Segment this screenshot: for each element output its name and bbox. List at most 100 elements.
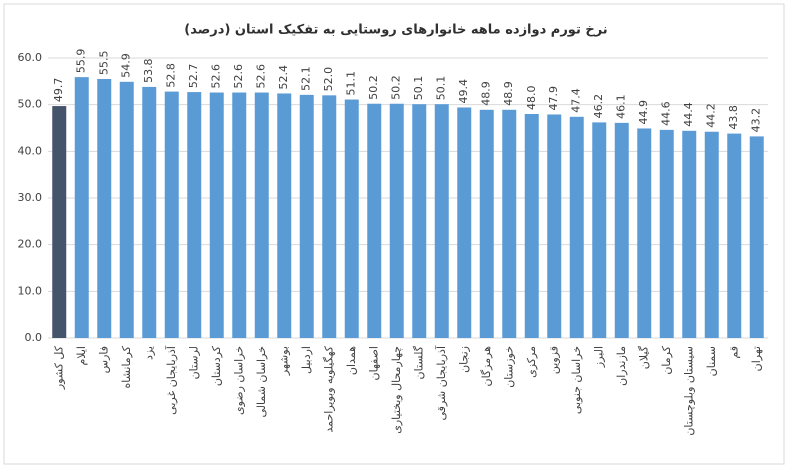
value-label: 47.9 — [547, 86, 560, 111]
value-label: 50.2 — [367, 75, 380, 100]
bar — [277, 93, 292, 338]
y-tick-label: 60.0 — [18, 51, 43, 64]
y-tick-label: 0.0 — [25, 331, 43, 344]
y-tick-label: 20.0 — [18, 238, 43, 251]
value-label: 50.1 — [435, 76, 448, 101]
value-label: 49.4 — [457, 79, 470, 104]
value-label: 44.6 — [660, 101, 673, 126]
y-tick-label: 50.0 — [18, 98, 43, 111]
x-tick-label: کردستان — [210, 345, 223, 386]
bar — [74, 77, 89, 338]
bar — [164, 91, 179, 338]
value-label: 50.1 — [412, 76, 425, 101]
value-label: 46.2 — [592, 94, 605, 119]
bar — [637, 128, 652, 338]
bar — [569, 116, 584, 338]
value-label: 43.8 — [727, 105, 740, 130]
bar — [727, 133, 742, 338]
x-tick-label: مازندران — [615, 346, 628, 386]
value-label: 55.5 — [97, 51, 110, 76]
value-label: 52.0 — [322, 67, 335, 92]
x-tick-label: گلستان — [412, 345, 425, 379]
x-tick-label: قزوین — [547, 346, 560, 374]
value-label: 50.2 — [390, 75, 403, 100]
bar — [502, 109, 517, 338]
x-tick-label: آذربایجان غربی — [164, 345, 178, 415]
y-tick-label: 30.0 — [18, 191, 43, 204]
bar — [119, 81, 134, 339]
y-tick-label: 40.0 — [18, 144, 43, 157]
bar — [232, 92, 247, 339]
value-label: 44.4 — [682, 102, 695, 127]
bar — [749, 136, 764, 338]
value-label: 48.9 — [480, 81, 493, 106]
bar — [434, 104, 449, 338]
x-tick-label: خراسان شمالی — [255, 346, 268, 418]
x-tick-label: مرکزی — [525, 346, 538, 378]
x-tick-label: قم — [727, 346, 740, 359]
value-label: 52.6 — [232, 64, 245, 89]
x-tick-label: اردبیل — [300, 346, 313, 374]
bar — [142, 86, 157, 338]
bar — [592, 122, 607, 339]
bar — [52, 106, 67, 338]
bar — [299, 94, 314, 338]
x-tick-label: فارس — [97, 346, 110, 373]
x-tick-label: البرز — [592, 346, 605, 368]
value-label: 53.8 — [142, 58, 155, 83]
value-label: 48.0 — [525, 86, 538, 111]
x-tick-label: لرستان — [187, 346, 200, 379]
bar — [97, 79, 112, 338]
x-tick-label: کل کشور — [52, 345, 65, 390]
bar — [344, 99, 359, 339]
x-tick-label: خراسان جنوبی — [570, 346, 583, 414]
value-label: 52.8 — [165, 63, 178, 88]
value-label: 52.7 — [187, 64, 200, 89]
x-tick-label: همدان — [345, 346, 358, 375]
bar — [614, 122, 629, 338]
value-label: 44.9 — [637, 100, 650, 125]
x-tick-label: کرمانشاه — [120, 345, 133, 388]
value-label: 51.1 — [345, 71, 358, 96]
x-tick-label: تهران — [750, 346, 763, 371]
value-label: 52.6 — [255, 64, 268, 89]
value-label: 52.1 — [300, 66, 313, 91]
bar — [412, 104, 427, 338]
bar — [704, 131, 719, 338]
value-label: 52.6 — [210, 64, 223, 89]
value-label: 48.9 — [502, 81, 515, 106]
y-tick-label: 10.0 — [18, 284, 43, 297]
bar — [187, 92, 202, 338]
value-label: 47.4 — [570, 88, 583, 113]
bar — [479, 109, 494, 338]
x-tick-label: بوشهر — [277, 346, 290, 376]
bar — [659, 129, 674, 338]
bar — [322, 95, 337, 338]
x-tick-label: سمنان — [705, 346, 718, 376]
x-tick-label: یزد — [142, 346, 155, 360]
value-label: 43.2 — [750, 108, 763, 133]
value-label: 44.2 — [705, 103, 718, 128]
value-label: 55.9 — [75, 49, 88, 74]
bar — [254, 92, 269, 339]
bar — [209, 92, 224, 339]
value-label: 52.4 — [277, 65, 290, 90]
value-label: 49.7 — [52, 78, 65, 103]
bar — [457, 107, 472, 338]
bar — [547, 114, 562, 338]
x-tick-label: خوزستان — [502, 346, 515, 388]
x-tick-label: آذربایجان شرقی — [434, 345, 448, 420]
x-tick-label: کهگیلویه وبویراحمد — [322, 345, 335, 432]
x-tick-label: گیلان — [637, 345, 650, 369]
x-tick-label: هرمزگان — [480, 346, 493, 387]
chart-title: نرخ تورم دوازده ماهه خانوارهای روستایی ب… — [184, 23, 607, 38]
bar — [367, 103, 382, 338]
bar — [389, 103, 404, 338]
x-tick-label: ایلام — [75, 346, 88, 366]
x-tick-label: اصفهان — [367, 346, 380, 380]
bar — [682, 130, 697, 338]
x-tick-label: کرمان — [660, 345, 673, 374]
x-tick-label: سیستان وبلوچستان — [682, 346, 695, 436]
x-tick-label: خراسان رضوی — [232, 346, 245, 415]
